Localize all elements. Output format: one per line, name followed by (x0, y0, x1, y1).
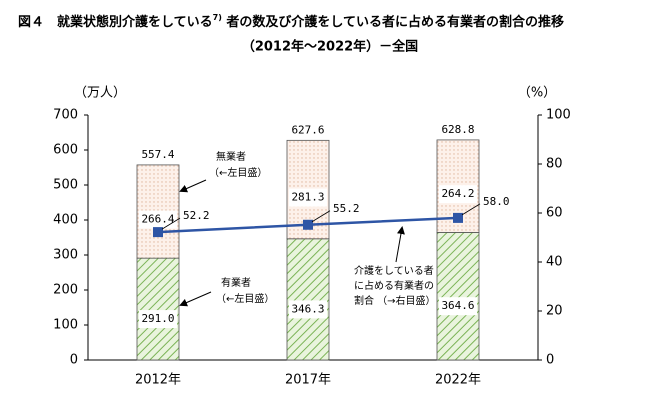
y2-tick-label: 40 (546, 255, 563, 270)
series-name: 無業者 (216, 150, 246, 163)
leader (311, 210, 331, 223)
x-tick-label: 2012年 (135, 373, 181, 388)
leader (461, 203, 481, 216)
y-tick-label: 400 (53, 213, 78, 228)
value-label-box (139, 210, 177, 229)
x-tick-label: 2022年 (435, 373, 481, 388)
value-label: 291.0 (141, 312, 174, 325)
value-label-box (289, 300, 327, 319)
value-label-box (289, 188, 327, 207)
line-marker (153, 227, 163, 238)
y-unit: （万人） (74, 86, 126, 101)
y2-tick-label: 100 (546, 108, 571, 123)
value-label: 346.3 (291, 302, 324, 315)
bar-segment (436, 231, 480, 361)
value-label: 364.6 (441, 299, 474, 312)
y-tick-label: 0 (70, 353, 78, 368)
y-tick-label: 500 (53, 178, 78, 193)
value-label: 264.2 (441, 187, 474, 200)
y2-tick-label: 20 (546, 304, 563, 319)
line-note: 割合 （→右目盛） (354, 294, 436, 307)
total-label: 628.8 (441, 123, 474, 136)
annotation-arrow (179, 291, 212, 307)
y2-tick-label: 60 (546, 206, 563, 221)
y-tick-label: 200 (53, 283, 78, 298)
value-label-box (439, 297, 477, 316)
y2-unit: （%） (518, 86, 556, 101)
line-value-label: 52.2 (183, 209, 210, 222)
value-label-box (139, 310, 177, 329)
line-marker (453, 212, 463, 223)
x-tick-label: 2017年 (285, 373, 331, 388)
series-note: （←左目盛） (216, 292, 274, 305)
series-note: （←左目盛） (209, 166, 267, 179)
y2-tick-label: 0 (546, 353, 554, 368)
annotation-arrow (395, 226, 405, 263)
chart-subtitle: （2012年～2022年）－全国 (242, 39, 418, 55)
value-label-box (439, 185, 477, 204)
bar-segment (136, 257, 180, 361)
y2-tick-label: 80 (546, 157, 563, 172)
bar-segment (286, 238, 330, 361)
y-tick-label: 700 (53, 108, 78, 123)
leader (161, 217, 181, 230)
chart-title: 図４ 就業状態別介護をしている7) 者の数及び介護をしている者に占める有業者の割… (18, 13, 564, 30)
line-value-label: 58.0 (483, 195, 510, 208)
line-marker (303, 219, 313, 230)
y-tick-label: 600 (53, 143, 78, 158)
series-name: 有業者 (221, 276, 251, 289)
value-label: 266.4 (141, 213, 174, 226)
value-label: 281.3 (291, 191, 324, 204)
line-note: 介護をしている者 (354, 264, 434, 277)
annotation-arrow (179, 179, 207, 193)
y-tick-label: 100 (53, 318, 78, 333)
total-label: 557.4 (141, 148, 174, 161)
y-tick-label: 300 (53, 248, 78, 263)
total-label: 627.6 (291, 123, 324, 136)
line-value-label: 55.2 (333, 202, 360, 215)
line-note: に占める有業者の (354, 279, 434, 292)
